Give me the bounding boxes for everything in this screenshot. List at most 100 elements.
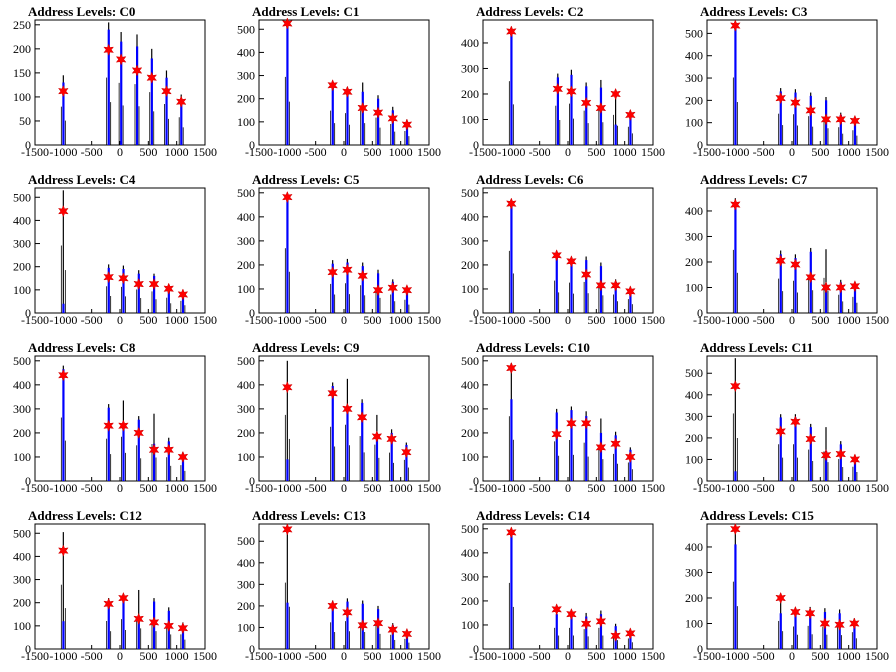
- y-tick-label: 500: [237, 22, 255, 36]
- y-tick-label: 300: [237, 402, 255, 416]
- y-tick-label: 400: [237, 45, 255, 59]
- y-tick-label: 200: [461, 426, 479, 440]
- peak-marker: [387, 112, 399, 125]
- y-tick-label: 300: [461, 402, 479, 416]
- histogram-fill: [839, 114, 842, 145]
- x-tick-label: -1500: [469, 145, 497, 159]
- histogram-fill: [809, 95, 812, 145]
- histogram-fill: [585, 86, 588, 145]
- y-tick-label: 500: [685, 366, 703, 380]
- y-tick-label: 100: [461, 282, 479, 296]
- y-tick-label: 150: [13, 66, 31, 80]
- y-tick-label: 100: [237, 620, 255, 634]
- y-tick-label: 100: [237, 282, 255, 296]
- x-tick-label: 1000: [613, 145, 637, 159]
- x-tick-label: -500: [81, 313, 103, 327]
- histogram-fill: [556, 77, 559, 145]
- peak-marker: [386, 432, 397, 446]
- x-tick-label: 500: [139, 649, 157, 663]
- histogram-fill: [165, 77, 168, 145]
- x-tick-label: 1000: [389, 481, 413, 495]
- histogram-fill: [137, 273, 140, 313]
- x-tick-label: -500: [529, 649, 551, 663]
- histogram-fill: [62, 303, 65, 313]
- histogram-fill: [614, 281, 617, 313]
- x-tick-label: -500: [753, 481, 775, 495]
- peak-marker: [118, 591, 129, 605]
- peak-marker: [175, 95, 187, 108]
- peak-marker: [327, 599, 339, 613]
- histogram-fill: [734, 471, 737, 481]
- peak-marker: [57, 369, 69, 382]
- chart-title: Address Levels: C3: [700, 4, 808, 19]
- peak-marker: [624, 627, 636, 640]
- peak-marker: [103, 270, 115, 284]
- peak-marker: [805, 104, 817, 117]
- x-tick-label: 0: [789, 481, 795, 495]
- x-tick-label: 500: [811, 313, 829, 327]
- x-tick-label: -1500: [469, 313, 497, 327]
- peak-marker: [342, 85, 353, 98]
- x-tick-label: -1500: [693, 481, 721, 495]
- peak-marker: [281, 381, 293, 394]
- histogram-svg: Address Levels: C10100200300400500-1500-…: [237, 4, 441, 159]
- peak-marker: [133, 612, 145, 626]
- histogram-fill: [510, 531, 513, 649]
- histogram-panel-2: Address Levels: C2 0 100 200 300 400 -1500 -100…: [448, 0, 672, 168]
- y-tick-label: 400: [685, 49, 703, 63]
- x-tick-label: 0: [117, 145, 123, 159]
- histogram-fill: [120, 41, 123, 146]
- x-tick-label: 1500: [417, 145, 441, 159]
- histogram-fill: [346, 408, 349, 481]
- x-tick-label: 1000: [165, 313, 189, 327]
- y-tick-label: 0: [25, 138, 31, 152]
- peak-marker: [610, 87, 621, 101]
- histogram-fill: [167, 287, 170, 313]
- chart-title: Address Levels: C7: [700, 172, 808, 187]
- y-tick-label: 400: [237, 556, 255, 570]
- x-tick-label: -1000: [49, 649, 77, 663]
- y-tick-label: 0: [249, 474, 255, 488]
- x-tick-label: 500: [587, 145, 605, 159]
- peak-marker: [327, 265, 339, 279]
- peak-marker: [401, 283, 413, 297]
- histogram-fill: [734, 202, 737, 313]
- histogram-panel-12: Address Levels: C12 0 100 200 300 400 500 -1500…: [0, 504, 224, 672]
- y-tick-label: 100: [461, 112, 479, 126]
- x-tick-label: -1000: [721, 481, 749, 495]
- histogram-svg: Address Levels: C0 0 50 100 150 200 250 -1500 -1…: [13, 4, 217, 159]
- y-tick-label: 500: [685, 26, 703, 40]
- peak-marker: [849, 453, 861, 466]
- peak-marker: [551, 427, 563, 441]
- histogram-fill: [614, 435, 617, 481]
- peak-marker: [805, 271, 817, 284]
- histogram-panel-1: Address Levels: C1 0 100 200 300 400 500 -1500-…: [224, 0, 448, 168]
- histogram-fill: [809, 610, 812, 649]
- peak-marker: [505, 361, 517, 375]
- peak-marker: [849, 280, 861, 293]
- peak-marker: [729, 19, 741, 32]
- peak-marker: [401, 627, 413, 641]
- histogram-fill: [555, 614, 558, 649]
- histogram-fill: [286, 459, 289, 481]
- x-tick-label: 500: [811, 649, 829, 663]
- x-tick-label: -1500: [21, 313, 49, 327]
- peak-marker: [505, 197, 517, 210]
- y-tick-label: 300: [461, 61, 479, 75]
- histogram-fill: [286, 602, 289, 649]
- peak-marker: [357, 619, 369, 632]
- x-tick-label: -1000: [497, 649, 525, 663]
- peak-marker: [342, 402, 353, 416]
- peak-marker: [835, 447, 847, 461]
- x-tick-label: 1000: [837, 313, 861, 327]
- x-tick-label: -500: [753, 145, 775, 159]
- histogram-fill: [181, 454, 185, 481]
- x-tick-label: -1500: [245, 481, 273, 495]
- y-tick-label: 400: [685, 388, 703, 402]
- x-tick-label: 0: [117, 649, 123, 663]
- peak-marker: [148, 616, 160, 629]
- peak-marker: [790, 415, 801, 428]
- plot-frame: [34, 187, 206, 314]
- peak-marker: [372, 283, 384, 297]
- y-tick-label: 300: [13, 237, 31, 251]
